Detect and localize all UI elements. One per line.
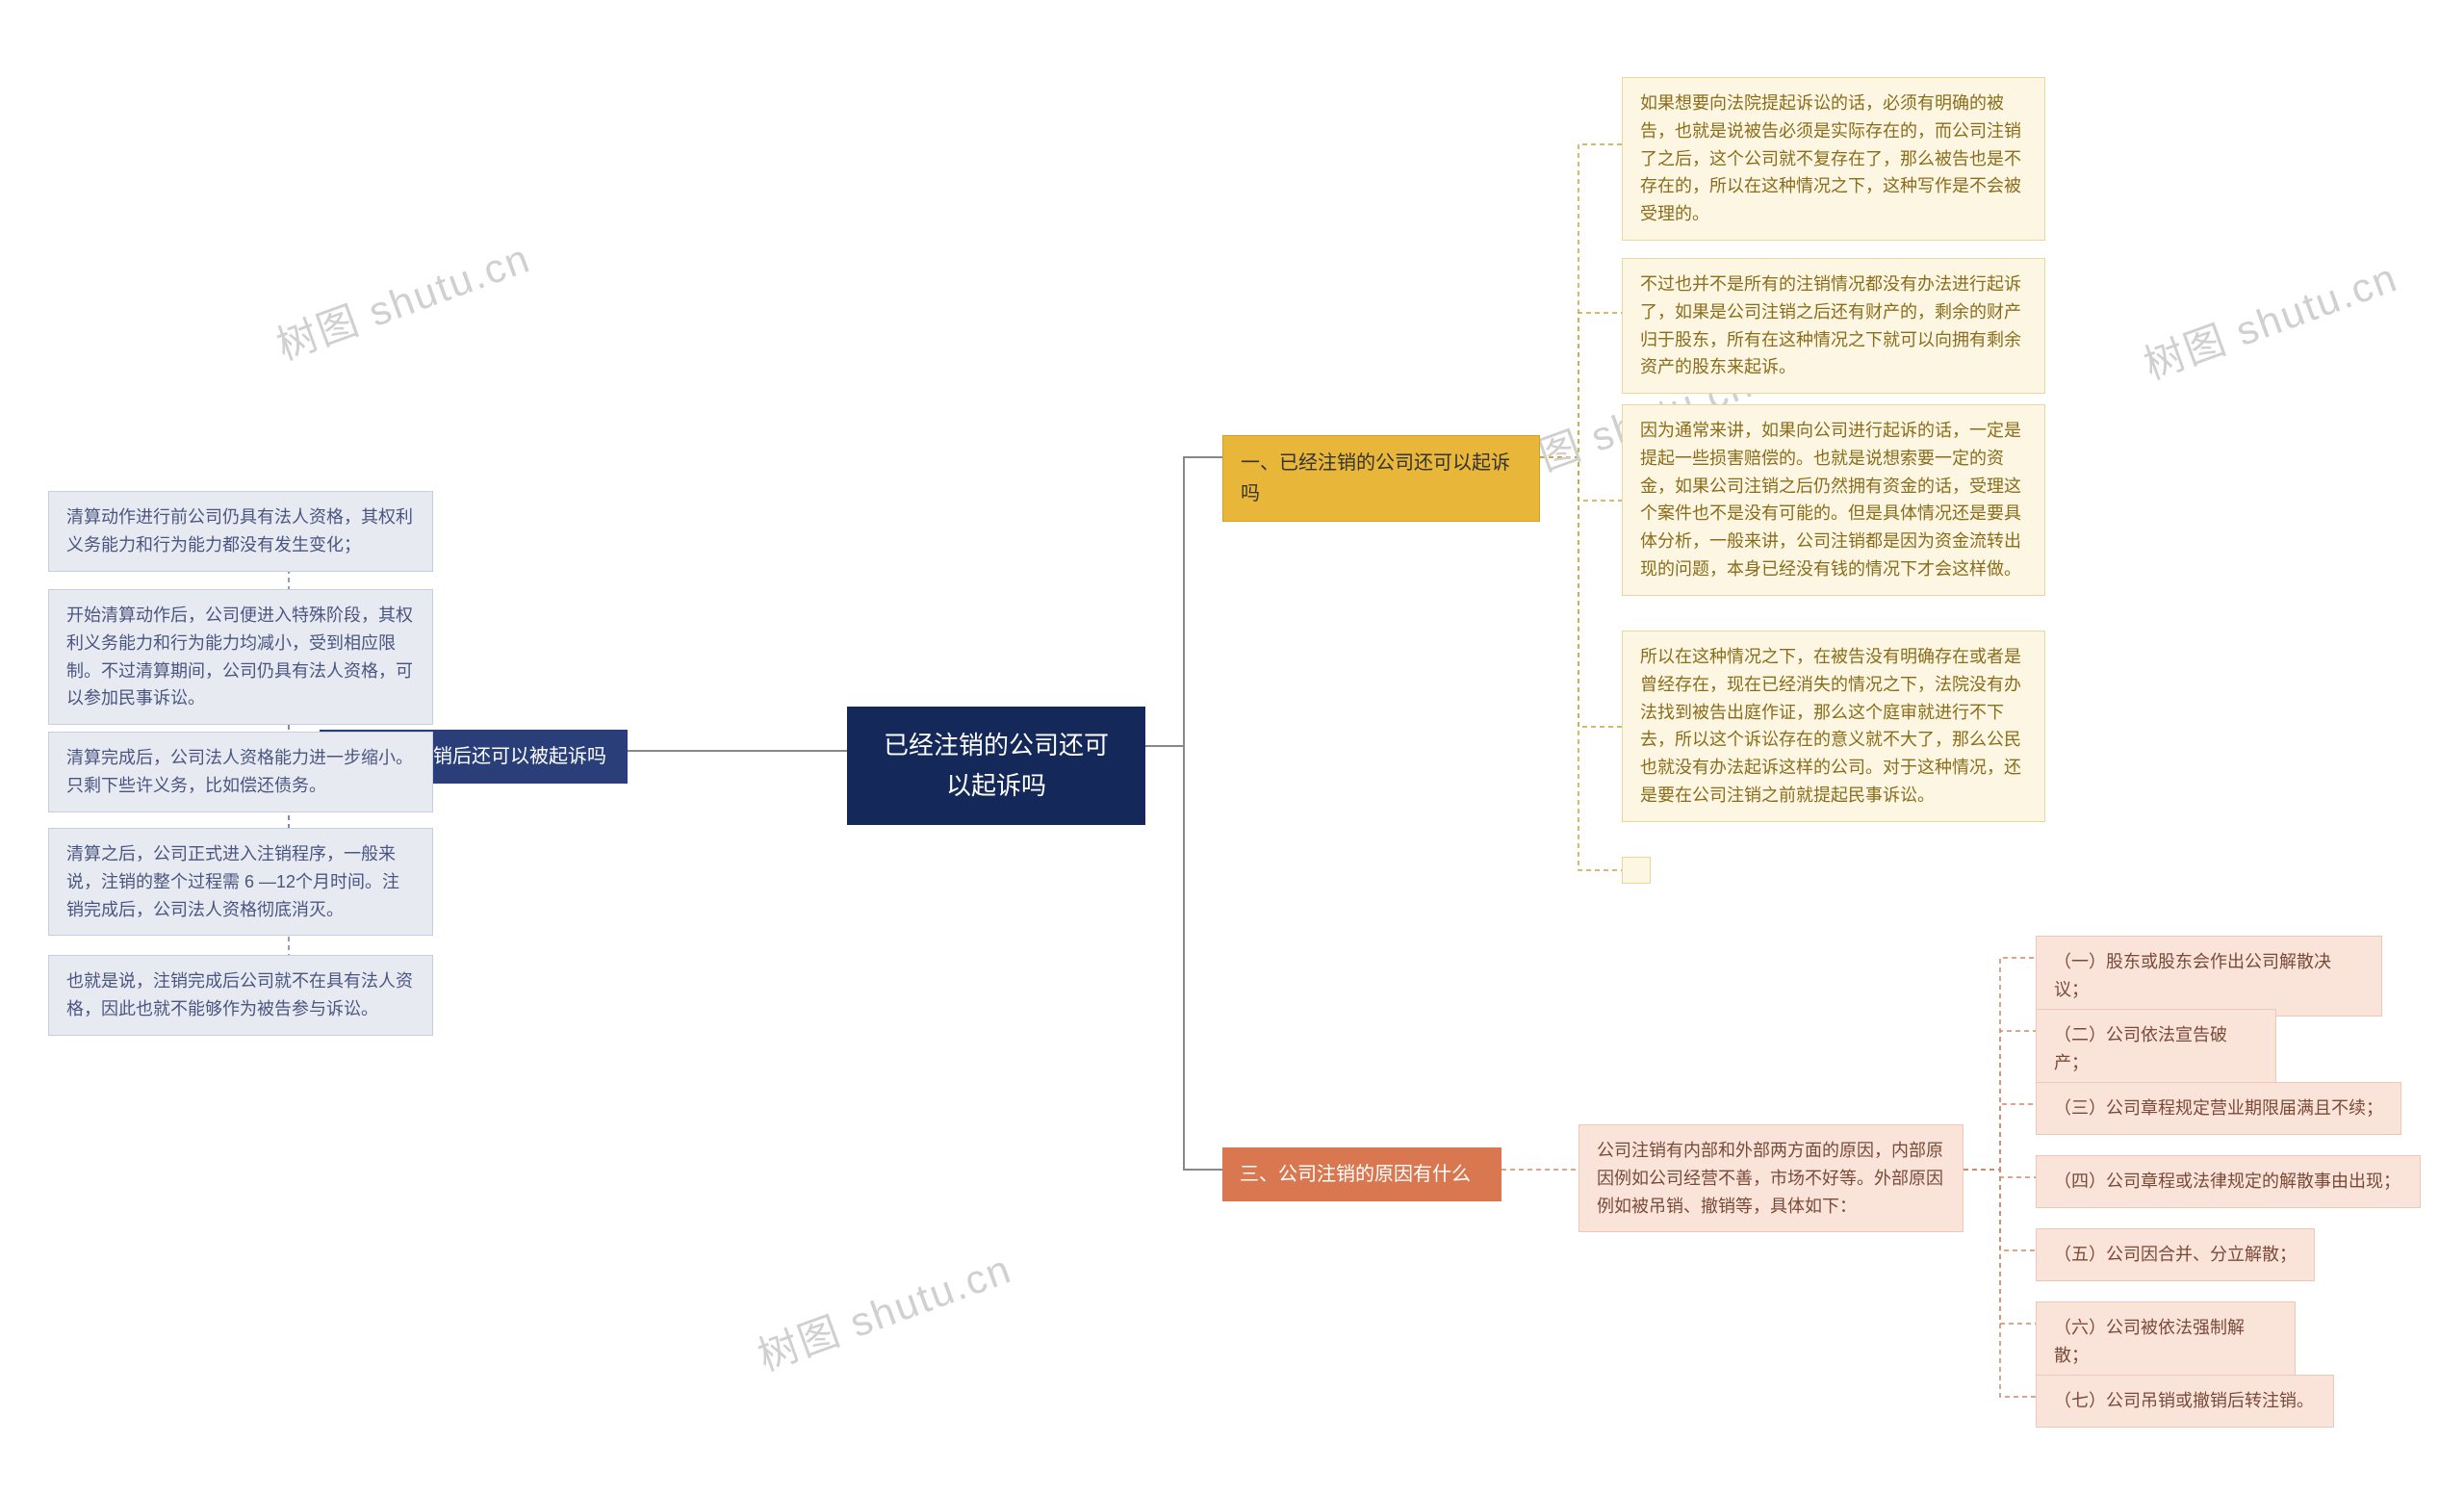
leaf-text: （三）公司章程规定营业期限届满且不续； — [2054, 1098, 2383, 1118]
leaf-text: （一）股东或股东会作出公司解散决议； — [2054, 952, 2331, 999]
branch3-leaf: （二）公司依法宣告破产； — [2036, 1009, 2276, 1090]
watermark: 树图 shutu.cn — [2135, 245, 2405, 392]
branch3-leaf: （五）公司因合并、分立解散； — [2036, 1228, 2315, 1281]
branch1-leaf: 不过也并不是所有的注销情况都没有办法进行起诉了，如果是公司注销之后还有财产的，剩… — [1622, 258, 2045, 394]
branch3-leaf: （七）公司吊销或撤销后转注销。 — [2036, 1375, 2334, 1428]
leaf-text: 清算动作进行前公司仍具有法人资格，其权利义务能力和行为能力都没有发生变化； — [66, 507, 413, 554]
branch3-leaf: （一）股东或股东会作出公司解散决议； — [2036, 936, 2382, 1017]
leaf-text: 也就是说，注销完成后公司就不在具有法人资格，因此也就不能够作为被告参与诉讼。 — [66, 971, 413, 1018]
leaf-text: （四）公司章程或法律规定的解散事由出现； — [2054, 1172, 2400, 1191]
branch2-leaf: 清算动作进行前公司仍具有法人资格，其权利义务能力和行为能力都没有发生变化； — [48, 491, 433, 572]
branch2-leaf: 也就是说，注销完成后公司就不在具有法人资格，因此也就不能够作为被告参与诉讼。 — [48, 955, 433, 1036]
leaf-text: （二）公司依法宣告破产； — [2054, 1025, 2227, 1072]
branch3-leaf: （三）公司章程规定营业期限届满且不续； — [2036, 1082, 2401, 1135]
branch2-leaf: 清算之后，公司正式进入注销程序，一般来说，注销的整个过程需 6 —12个月时间。… — [48, 828, 433, 936]
leaf-text: 清算完成后，公司法人资格能力进一步缩小。只剩下些许义务，比如偿还债务。 — [66, 748, 413, 795]
watermark: 树图 shutu.cn — [749, 1237, 1019, 1383]
leaf-text: （七）公司吊销或撤销后转注销。 — [2054, 1391, 2314, 1410]
leaf-text: 因为通常来讲，如果向公司进行起诉的话，一定是提起一些损害赔偿的。也就是说想索要一… — [1640, 421, 2021, 579]
leaf-text: 所以在这种情况之下，在被告没有明确存在或者是曾经存在，现在已经消失的情况之下，法… — [1640, 647, 2021, 805]
watermark: 树图 shutu.cn — [268, 226, 538, 373]
branch2-leaf: 清算完成后，公司法人资格能力进一步缩小。只剩下些许义务，比如偿还债务。 — [48, 732, 433, 812]
leaf-text: 如果想要向法院提起诉讼的话，必须有明确的被告，也就是说被告必须是实际存在的，而公… — [1640, 93, 2021, 223]
leaf-text: （六）公司被依法强制解散； — [2054, 1318, 2245, 1365]
branch1-leaf-empty — [1622, 857, 1651, 884]
branch3-node: 三、公司注销的原因有什么 — [1222, 1147, 1502, 1201]
branch3-title: 三、公司注销的原因有什么 — [1240, 1164, 1471, 1185]
branch3-sub: 公司注销有内部和外部两方面的原因，内部原因例如公司经营不善，市场不好等。外部原因… — [1578, 1124, 1964, 1232]
leaf-text: 开始清算动作后，公司便进入特殊阶段，其权利义务能力和行为能力均减小，受到相应限制… — [66, 605, 413, 708]
sub-text: 公司注销有内部和外部两方面的原因，内部原因例如公司经营不善，市场不好等。外部原因… — [1597, 1141, 1943, 1216]
root-text: 已经注销的公司还可以起诉吗 — [884, 731, 1109, 800]
branch3-leaf: （六）公司被依法强制解散； — [2036, 1301, 2296, 1382]
branch1-node: 一、已经注销的公司还可以起诉吗 — [1222, 435, 1540, 522]
branch3-leaf: （四）公司章程或法律规定的解散事由出现； — [2036, 1155, 2421, 1208]
leaf-text: 清算之后，公司正式进入注销程序，一般来说，注销的整个过程需 6 —12个月时间。… — [66, 844, 399, 919]
branch2-leaf: 开始清算动作后，公司便进入特殊阶段，其权利义务能力和行为能力均减小，受到相应限制… — [48, 589, 433, 725]
root-node: 已经注销的公司还可以起诉吗 — [847, 707, 1145, 825]
branch1-leaf: 如果想要向法院提起诉讼的话，必须有明确的被告，也就是说被告必须是实际存在的，而公… — [1622, 77, 2045, 241]
leaf-text: （五）公司因合并、分立解散； — [2054, 1245, 2297, 1264]
branch1-title: 一、已经注销的公司还可以起诉吗 — [1241, 452, 1510, 504]
leaf-text: 不过也并不是所有的注销情况都没有办法进行起诉了，如果是公司注销之后还有财产的，剩… — [1640, 274, 2021, 376]
branch1-leaf: 因为通常来讲，如果向公司进行起诉的话，一定是提起一些损害赔偿的。也就是说想索要一… — [1622, 404, 2045, 596]
branch1-leaf: 所以在这种情况之下，在被告没有明确存在或者是曾经存在，现在已经消失的情况之下，法… — [1622, 631, 2045, 822]
